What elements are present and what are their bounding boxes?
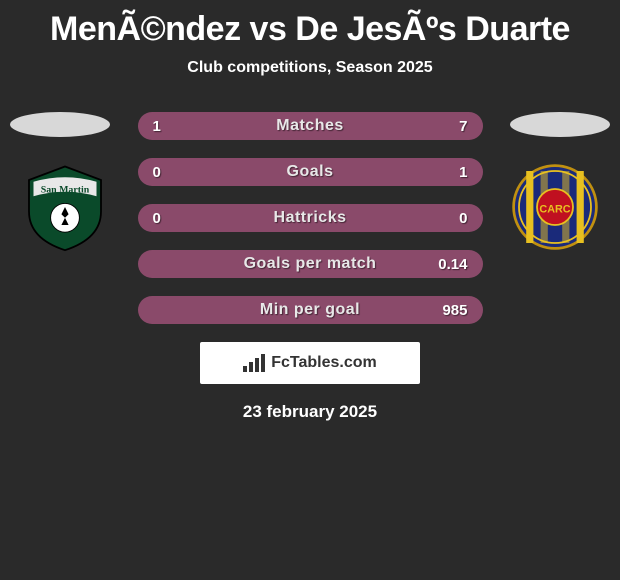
svg-text:CARC: CARC xyxy=(539,203,570,215)
stat-row-matches: 1 Matches 7 xyxy=(138,112,483,140)
stat-right-value: 0.14 xyxy=(428,256,468,273)
stat-rows: 1 Matches 7 0 Goals 1 0 Hattricks 0 Goal… xyxy=(138,112,483,324)
stat-left-value: 0 xyxy=(153,210,193,227)
stat-row-goals: 0 Goals 1 xyxy=(138,158,483,186)
page-title: MenÃ©ndez vs De JesÃºs Duarte xyxy=(0,0,620,49)
stat-right-value: 985 xyxy=(428,302,468,319)
stat-right-value: 0 xyxy=(428,210,468,227)
stats-area: San Martin CARC 1 Matches 7 xyxy=(0,112,620,422)
footer-brand-box[interactable]: FcTables.com xyxy=(200,342,420,384)
left-player-oval xyxy=(10,112,110,137)
stat-label: Min per goal xyxy=(260,301,360,319)
stat-row-min-per-goal: Min per goal 985 xyxy=(138,296,483,324)
stat-right-value: 7 xyxy=(428,118,468,135)
stat-label: Goals xyxy=(287,163,334,181)
comparison-card: MenÃ©ndez vs De JesÃºs Duarte Club compe… xyxy=(0,0,620,422)
stat-right-value: 1 xyxy=(428,164,468,181)
stat-row-goals-per-match: Goals per match 0.14 xyxy=(138,250,483,278)
chart-icon xyxy=(243,354,265,372)
left-club-badge: San Martin xyxy=(20,162,110,252)
stat-left-value: 0 xyxy=(153,164,193,181)
svg-text:San Martin: San Martin xyxy=(41,185,90,196)
right-player-oval xyxy=(510,112,610,137)
stat-left-value: 1 xyxy=(153,118,193,135)
right-club-badge: CARC xyxy=(510,162,600,252)
stat-label: Hattricks xyxy=(274,209,347,227)
stat-label: Matches xyxy=(276,117,344,135)
stat-label: Goals per match xyxy=(244,255,377,273)
subtitle: Club competitions, Season 2025 xyxy=(0,59,620,77)
stat-row-hattricks: 0 Hattricks 0 xyxy=(138,204,483,232)
footer-brand-text: FcTables.com xyxy=(271,354,377,372)
footer-date: 23 february 2025 xyxy=(0,402,620,422)
